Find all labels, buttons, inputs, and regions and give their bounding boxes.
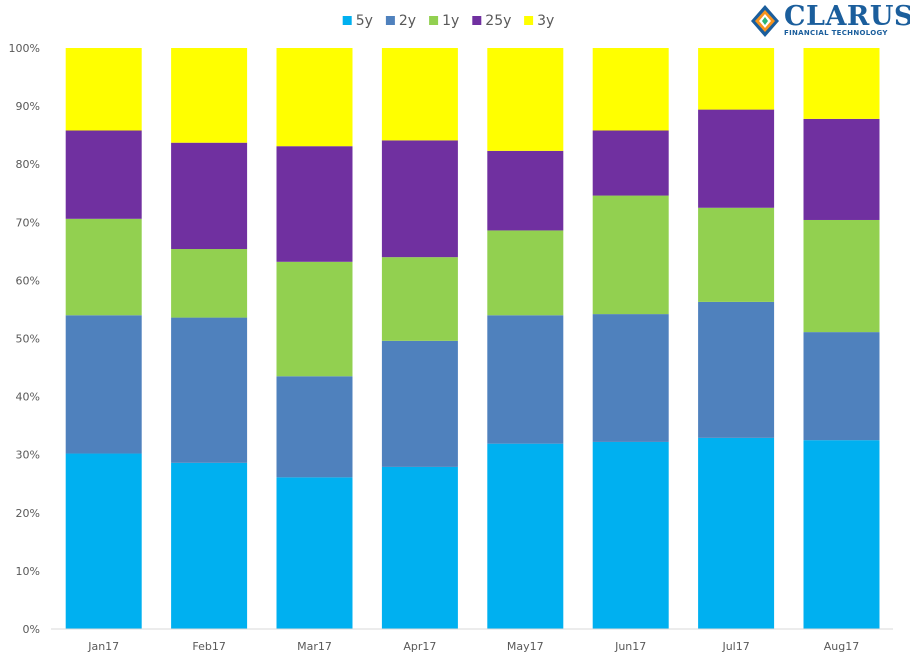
chart-legend: 5y 2y 1y 25y 3y <box>342 13 554 29</box>
bar-segment-3y-jun17 <box>592 48 669 131</box>
bar-segment-3y-feb17 <box>171 48 248 143</box>
bar-segment-5y-mar17 <box>276 477 353 629</box>
bar-segment-5y-aug17 <box>803 440 880 629</box>
legend-swatch-5y <box>342 16 352 25</box>
bar-segment-1y-feb17 <box>171 249 248 318</box>
bar-segment-5y-apr17 <box>381 466 458 629</box>
bar-segment-25y-apr17 <box>381 140 458 258</box>
bar-segment-1y-apr17 <box>381 257 458 341</box>
y-tick-label: 90% <box>16 100 40 113</box>
legend-swatch-2y <box>385 16 395 25</box>
clarus-logo: CLARUS FINANCIAL TECHNOLOGY <box>748 1 910 42</box>
bar-segment-2y-aug17 <box>803 332 880 441</box>
bar-segment-2y-jul17 <box>698 301 775 438</box>
y-axis: 0% 10% 20% 30% 40% 50% 60% 70% 80% 90% 100% <box>9 42 40 636</box>
y-tick-label: 100% <box>9 42 40 55</box>
legend-swatch-3y <box>524 16 534 25</box>
bar-segment-25y-mar17 <box>276 146 353 262</box>
y-tick-label: 50% <box>16 333 40 346</box>
bar-segment-2y-apr17 <box>381 340 458 467</box>
bar-segment-1y-jun17 <box>592 195 669 315</box>
diamond-logo-icon <box>751 5 779 37</box>
x-tick-label: Aug17 <box>824 640 859 653</box>
bar-segment-25y-jan17 <box>65 130 142 219</box>
legend-label-2y: 2y <box>399 13 416 29</box>
x-tick-label: Jun17 <box>614 640 646 653</box>
bar-segment-2y-feb17 <box>171 317 248 463</box>
bar-segment-5y-may17 <box>487 443 564 629</box>
bar-segment-5y-feb17 <box>171 462 248 629</box>
bar-segment-5y-jan17 <box>65 453 142 629</box>
bar-segment-1y-jul17 <box>698 207 775 302</box>
bar-segment-25y-feb17 <box>171 142 248 250</box>
x-tick-label: Jul17 <box>721 640 749 653</box>
y-tick-label: 40% <box>16 391 40 404</box>
legend-label-25y: 25y <box>485 13 511 29</box>
bar-segment-25y-may17 <box>487 150 564 231</box>
legend-label-1y: 1y <box>442 13 459 29</box>
bar-segment-2y-jan17 <box>65 315 142 454</box>
bar-segment-5y-jun17 <box>592 441 669 629</box>
legend-label-3y: 3y <box>537 13 554 29</box>
bar-segment-2y-may17 <box>487 315 564 444</box>
x-tick-label: Feb17 <box>192 640 225 653</box>
y-tick-label: 10% <box>16 565 40 578</box>
bar-segment-1y-mar17 <box>276 261 353 377</box>
y-tick-label: 60% <box>16 274 40 287</box>
bar-segment-25y-jul17 <box>698 109 775 208</box>
bars <box>65 48 880 629</box>
legend-swatch-1y <box>429 16 439 25</box>
bar-segment-3y-aug17 <box>803 48 880 119</box>
bar-segment-25y-jun17 <box>592 130 669 196</box>
logo-name: CLARUS <box>784 1 910 32</box>
bar-segment-3y-jul17 <box>698 48 775 110</box>
x-axis: Jan17 Feb17 Mar17 Apr17 May17 Jun17 Jul17 Aug17 <box>87 640 859 653</box>
bar-segment-3y-apr17 <box>381 48 458 141</box>
bar-segment-1y-jan17 <box>65 218 142 316</box>
logo-subtitle: FINANCIAL TECHNOLOGY <box>784 29 888 37</box>
x-tick-label: Jan17 <box>87 640 119 653</box>
bar-segment-5y-jul17 <box>698 437 775 629</box>
bar-segment-3y-mar17 <box>276 48 353 147</box>
bar-segment-3y-jan17 <box>65 48 142 131</box>
bar-segment-25y-aug17 <box>803 118 880 220</box>
y-tick-label: 0% <box>23 623 40 636</box>
x-tick-label: Mar17 <box>297 640 332 653</box>
legend-label-5y: 5y <box>356 13 373 29</box>
y-tick-label: 30% <box>16 449 40 462</box>
y-tick-label: 70% <box>16 216 40 229</box>
bar-segment-3y-may17 <box>487 48 564 151</box>
bar-segment-1y-aug17 <box>803 219 880 333</box>
y-tick-label: 20% <box>16 507 40 520</box>
bar-segment-2y-mar17 <box>276 376 353 478</box>
x-tick-label: Apr17 <box>403 640 436 653</box>
bar-segment-2y-jun17 <box>592 314 669 442</box>
x-tick-label: May17 <box>507 640 544 653</box>
legend-swatch-25y <box>472 16 482 25</box>
y-tick-label: 80% <box>16 158 40 171</box>
bar-segment-1y-may17 <box>487 230 564 316</box>
